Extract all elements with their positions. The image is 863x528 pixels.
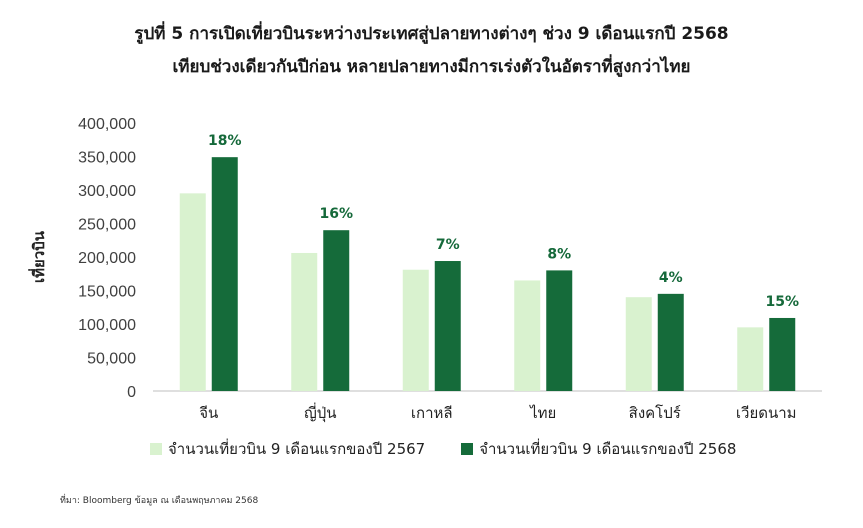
bar-2567: [179, 193, 206, 391]
legend-swatch-2567: [150, 443, 162, 455]
bar-2567: [402, 269, 429, 391]
bar-2568: [434, 261, 461, 391]
y-tick-label: 350,000: [78, 150, 136, 167]
y-tick-label: 0: [127, 384, 136, 401]
bar-2567: [514, 280, 541, 391]
y-tick-label: 400,000: [78, 116, 136, 133]
growth-label: 8%: [547, 246, 571, 262]
bar-2568: [323, 230, 350, 391]
bar-2567: [737, 327, 764, 391]
growth-label: 7%: [436, 237, 460, 253]
growth-label: 16%: [319, 206, 353, 222]
y-tick-label: 300,000: [78, 183, 136, 200]
bar-2567: [291, 252, 318, 391]
growth-label: 4%: [659, 270, 683, 286]
legend-swatch-2568: [461, 443, 474, 455]
category-label: ญี่ปุ่น: [304, 402, 337, 423]
bar-2568: [211, 157, 238, 391]
category-label: สิงคโปร์: [629, 404, 681, 422]
bar-2568: [657, 293, 684, 391]
category-label: ไทย: [529, 404, 556, 422]
y-tick-label: 250,000: [78, 217, 136, 234]
y-tick-label: 50,000: [87, 351, 136, 368]
chart-title-line1: รูปที่ 5 การเปิดเที่ยวบินระหว่างประเทศสู…: [134, 24, 729, 44]
category-label: จีน: [199, 404, 218, 422]
y-tick-label: 100,000: [78, 317, 136, 334]
legend-item-2567: จำนวนเที่ยวบิน 9 เดือนแรกของปี 2567: [150, 437, 425, 461]
y-axis-label: เที่ยวบิน: [28, 230, 48, 283]
source-note: ที่มา: Bloomberg ข้อมูล ณ เดือนพฤษภาคม 2…: [60, 496, 259, 506]
legend-label-2567: จำนวนเที่ยวบิน 9 เดือนแรกของปี 2567: [168, 440, 426, 458]
chart-title-line2: เทียบช่วงเดียวกันปีก่อน หลายปลายทางมีการ…: [172, 57, 691, 77]
legend: จำนวนเที่ยวบิน 9 เดือนแรกของปี 2567 จำนว…: [150, 437, 736, 461]
bar-2568: [546, 270, 573, 391]
category-label: เกาหลี: [411, 404, 453, 422]
growth-label: 15%: [765, 294, 799, 310]
legend-label-2568: จำนวนเที่ยวบิน 9 เดือนแรกของปี 2568: [479, 440, 737, 458]
growth-label: 18%: [208, 133, 242, 149]
legend-item-2568: จำนวนเที่ยวบิน 9 เดือนแรกของปี 2568: [461, 437, 736, 461]
bar-2568: [769, 317, 796, 391]
category-label: เวียดนาม: [736, 404, 797, 422]
bar-2567: [625, 297, 652, 391]
y-tick-label: 150,000: [78, 284, 136, 301]
y-tick-label: 200,000: [78, 250, 136, 267]
